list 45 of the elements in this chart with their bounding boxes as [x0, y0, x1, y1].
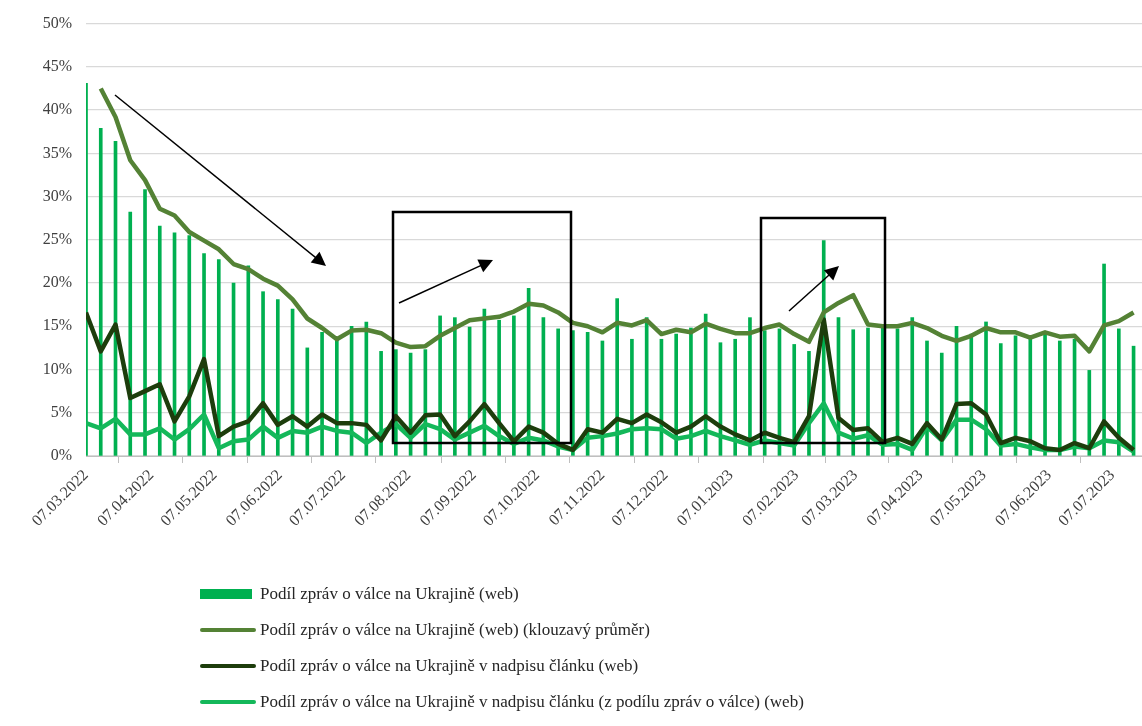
bar — [733, 338, 738, 456]
bar — [630, 338, 634, 456]
bar — [762, 330, 767, 456]
bar — [748, 317, 752, 456]
bar — [851, 329, 856, 456]
bar — [866, 327, 870, 456]
bar — [512, 315, 516, 456]
bar — [128, 211, 133, 456]
bar — [792, 344, 797, 456]
bar — [1116, 328, 1121, 456]
bar — [143, 189, 147, 456]
legend-label: Podíl zpráv o válce na Ukrajině v nadpisu článku (web) — [260, 656, 639, 676]
bar — [261, 291, 265, 456]
bar — [1057, 340, 1062, 456]
bar — [275, 299, 280, 456]
bar — [216, 259, 221, 456]
bar — [157, 225, 162, 456]
y-tick-label: 40% — [42, 100, 72, 118]
y-tick-label: 35% — [42, 143, 72, 161]
y-tick-label: 0% — [50, 446, 72, 464]
y-tick-label: 5% — [50, 402, 72, 420]
y-tick-label: 10% — [42, 359, 72, 377]
legend-label: Podíl zpráv o válce na Ukrajině (web) — [260, 584, 519, 604]
bar — [1087, 370, 1092, 456]
y-tick-label: 25% — [42, 230, 72, 247]
legend-label: Podíl zpráv o válce na Ukrajině v nadpisu článku (z podílu zpráv o válce) (web) — [260, 692, 804, 712]
bar — [187, 235, 192, 456]
bar — [98, 127, 103, 456]
bar — [674, 333, 679, 456]
legend-label: Podíl zpráv o válce na Ukrajině (web) (klouzavý průměr) — [260, 620, 650, 640]
bar — [998, 343, 1003, 456]
bar — [556, 328, 560, 456]
bar — [305, 347, 310, 456]
y-tick-label: 50% — [42, 13, 72, 31]
y-tick-label: 45% — [42, 57, 72, 75]
bar — [925, 340, 929, 456]
bar — [335, 338, 339, 456]
bar — [615, 298, 619, 456]
bar — [1043, 333, 1047, 456]
y-tick-label: 20% — [42, 273, 72, 291]
y-tick-label: 15% — [42, 316, 72, 334]
bar — [246, 265, 251, 456]
y-tick-label: 30% — [42, 186, 72, 204]
bar — [939, 352, 944, 456]
bar — [320, 332, 324, 456]
